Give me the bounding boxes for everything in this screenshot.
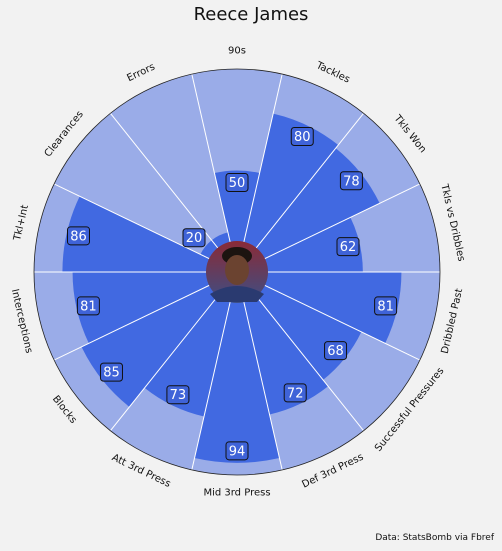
value-label-box [225, 441, 249, 461]
category-label: Mid 3rd Press [203, 488, 270, 499]
value-label-text: 62 [340, 240, 357, 255]
value-label-text: 78 [343, 174, 360, 189]
outer-ring [33, 68, 441, 476]
segment [237, 74, 364, 272]
segment-divider [110, 112, 238, 273]
value-label-box [225, 173, 249, 192]
player-photo-icon [206, 241, 268, 303]
category-label: Tkls vs Dribbles [438, 182, 466, 262]
value-label-box [290, 126, 314, 146]
value-label-text: 80 [294, 130, 311, 145]
source-note: Data: StatsBomb via Fbref [375, 533, 494, 543]
segment-bar [72, 272, 237, 344]
value-label: 73 [166, 385, 190, 405]
segment-bar [237, 217, 363, 272]
value-label-text: 50 [229, 176, 246, 191]
value-label: 85 [99, 362, 123, 382]
segment-divider [191, 271, 238, 471]
category-label: Interceptions [9, 288, 34, 354]
category-label: Tackles [313, 60, 351, 86]
segment [237, 272, 440, 361]
value-label: 72 [283, 383, 307, 403]
segment [34, 272, 237, 361]
value-label-box [374, 296, 398, 316]
value-label-text: 86 [70, 229, 87, 244]
value-label-text: 68 [327, 344, 344, 359]
value-label: 62 [336, 237, 360, 257]
segment-bar [237, 113, 339, 272]
category-label: Blocks [50, 394, 79, 426]
value-label-box [182, 228, 206, 248]
chart-title: Reece James [193, 4, 309, 25]
value-label: 80 [290, 126, 314, 146]
value-label-text: 81 [377, 299, 394, 314]
segment [237, 183, 440, 272]
value-label-box [283, 383, 307, 403]
category-label: Dribbled Past [440, 287, 466, 354]
value-label-box [336, 237, 360, 257]
value-label-text: 81 [80, 299, 97, 314]
segment-divider [236, 73, 283, 273]
value-label: 50 [225, 173, 249, 192]
segment-divider [191, 73, 238, 273]
segment-bar [237, 272, 329, 415]
value-label-text: 73 [170, 388, 187, 403]
value-label: 68 [324, 341, 348, 361]
value-label-text: 72 [287, 386, 304, 401]
segment-bar [237, 272, 402, 344]
value-label: 94 [225, 441, 249, 461]
segment-bar [62, 196, 237, 272]
segment [191, 272, 283, 475]
segment-bar [214, 170, 260, 272]
value-label: 20 [182, 228, 206, 248]
value-label: 81 [76, 296, 100, 316]
segment [110, 272, 237, 470]
value-label-box [166, 385, 190, 405]
segment [191, 69, 283, 272]
segment-divider [53, 271, 238, 361]
segment [237, 272, 364, 470]
value-label: 78 [339, 171, 363, 191]
segment-divider [236, 112, 364, 273]
value-label-box [339, 171, 363, 191]
category-label: Errors [125, 62, 156, 85]
segment-divider [236, 183, 421, 273]
segment-background [110, 74, 237, 272]
value-label-text: 94 [229, 444, 246, 459]
value-label-box [76, 296, 100, 316]
category-label: 90s [228, 46, 246, 57]
segment-divider [236, 271, 421, 361]
category-label: Tkl+Int [12, 204, 31, 243]
value-label-box [66, 226, 90, 246]
value-label: 86 [66, 226, 90, 246]
segment-divider [53, 183, 238, 273]
value-label-text: 20 [186, 231, 203, 246]
segment-divider [236, 271, 283, 471]
value-label: 81 [374, 296, 398, 316]
value-label-box [99, 362, 123, 382]
segment [34, 183, 237, 272]
value-label-text: 85 [103, 366, 120, 381]
segment-bar [194, 272, 280, 463]
segment-bar [144, 272, 237, 417]
value-label-box [324, 341, 348, 361]
